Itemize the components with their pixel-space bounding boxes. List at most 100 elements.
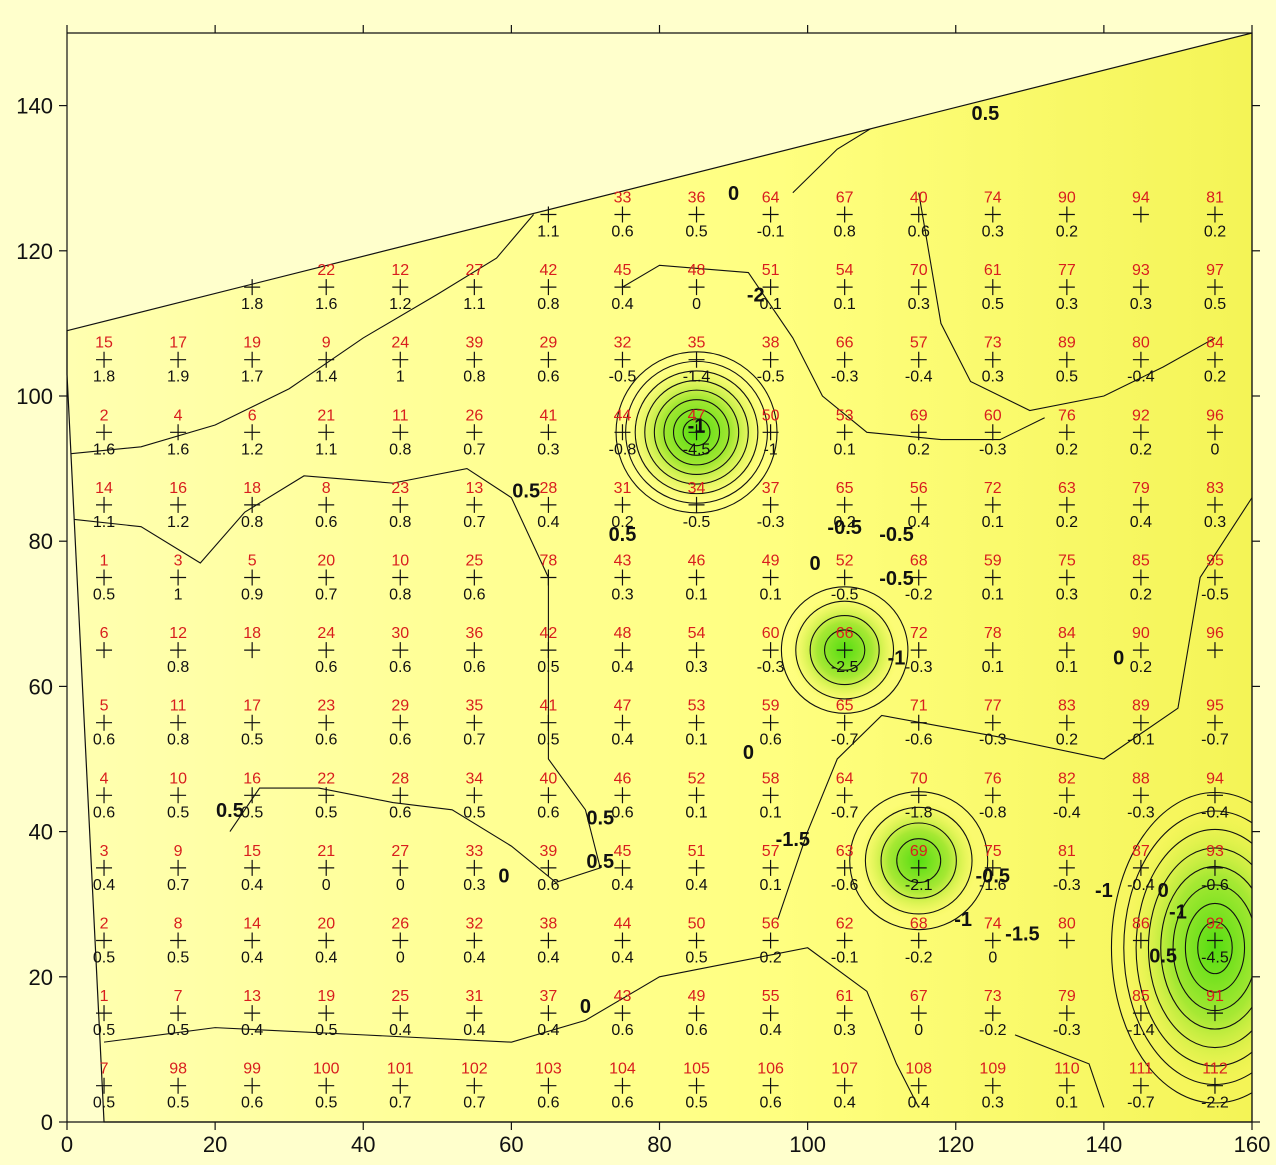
sample-value: 0.5 [93,950,115,967]
sample-id: 40 [540,770,558,787]
sample-value: 0.6 [611,224,633,241]
sample-point-marker [96,424,113,441]
sample-id: 38 [762,335,780,352]
sample-id: 2 [100,916,109,933]
contour-label: -0.5 [879,524,913,546]
sample-id: 47 [614,698,632,715]
sample-point-marker [392,787,409,804]
sample-id: 78 [984,625,1002,642]
sample-id: 97 [1206,262,1224,279]
sample-point-marker [910,932,927,949]
sample-point-marker [244,1005,261,1022]
sample-id: 103 [535,1061,562,1078]
sample-id: 47 [688,407,706,424]
sample-point-marker [836,424,853,441]
sample-value: 0 [1211,441,1220,458]
sample-id: 39 [465,335,483,352]
sample-id: 54 [688,625,706,642]
contour-label: 0 [498,865,509,887]
sample-id: 66 [836,625,854,642]
sample-value: -1.4 [683,369,711,386]
sample-point-marker [1206,642,1223,659]
sample-id: 83 [1058,698,1076,715]
sample-value: -0.3 [979,441,1007,458]
sample-id: 82 [1058,770,1076,787]
sample-id: 65 [836,480,854,497]
x-tick-label: 120 [937,1132,974,1157]
sample-id: 91 [1206,988,1224,1005]
sample-value: 0.5 [1056,369,1078,386]
sample-point-marker [984,206,1001,223]
sample-id: 24 [317,625,335,642]
sample-value: -0.5 [1201,587,1229,604]
sample-point-marker [984,1005,1001,1022]
contour-label: -1 [888,648,906,670]
sample-id: 13 [465,480,483,497]
sample-point-marker [540,569,557,586]
sample-id: 104 [609,1061,636,1078]
sample-value: 0.4 [463,950,485,967]
sample-value: 0.6 [315,732,337,749]
sample-value: 0.6 [759,1095,781,1112]
x-tick-label: 20 [203,1132,227,1157]
sample-id: 14 [243,916,261,933]
x-axis: 0 20 40 60 80 100 120 140 160 [61,1121,1271,1157]
sample-point-marker [1206,351,1223,368]
sample-id: 40 [910,190,928,207]
sample-point-marker [836,714,853,731]
sample-point-marker [318,642,335,659]
contour-label: 0 [1113,648,1124,670]
sample-id: 41 [540,407,558,424]
sample-value: 0.6 [537,804,559,821]
sample-value: -0.6 [831,877,859,894]
sample-id: 76 [984,770,1002,787]
contour-label: 0 [580,996,591,1018]
sample-point-marker [244,424,261,441]
sample-point-marker [688,351,705,368]
sample-value: 0.6 [389,804,411,821]
contour-line [864,806,973,915]
sample-value: 0.4 [611,732,633,749]
sample-id: 44 [614,407,632,424]
contour-line [644,379,749,485]
sample-point-marker [244,351,261,368]
sample-id: 21 [317,407,335,424]
sample-id: 100 [313,1061,340,1078]
sample-id: 4 [174,407,183,424]
sample-point-marker [170,714,187,731]
x-tick-label: 0 [61,1132,73,1157]
sample-id: 73 [984,335,1002,352]
sample-id: 57 [910,335,928,352]
sample-value: 0.9 [241,587,263,604]
sample-value: 0.8 [167,659,189,676]
sample-id: 70 [910,770,928,787]
sample-id: 52 [836,553,854,570]
sample-point-marker [984,932,1001,949]
contour-label: -1.5 [776,829,810,851]
sample-point-marker [1206,496,1223,513]
sample-point-marker [244,279,261,296]
sample-value: 0.5 [167,1095,189,1112]
sample-id: 69 [910,843,928,860]
sample-point-marker [1058,279,1075,296]
sample-id: 1 [100,988,109,1005]
sample-point-marker [540,642,557,659]
sample-value: -0.3 [905,659,933,676]
sample-point-marker [836,932,853,949]
sample-point-marker [1206,1077,1223,1094]
sample-value: -4.5 [683,441,711,458]
x-tick-label: 160 [1234,1132,1271,1157]
sample-value: 0.1 [982,587,1004,604]
sample-value: 0.5 [167,804,189,821]
sample-point-marker [688,642,705,659]
sample-point-marker [984,569,1001,586]
sample-id: 22 [317,262,335,279]
sample-id: 56 [762,916,780,933]
sample-id: 31 [465,988,483,1005]
sample-id: 19 [317,988,335,1005]
sample-value: 1 [174,587,183,604]
sample-id: 106 [757,1061,784,1078]
sample-point-marker [614,1005,631,1022]
sample-id: 89 [1132,698,1150,715]
sample-value: -0.3 [757,659,785,676]
